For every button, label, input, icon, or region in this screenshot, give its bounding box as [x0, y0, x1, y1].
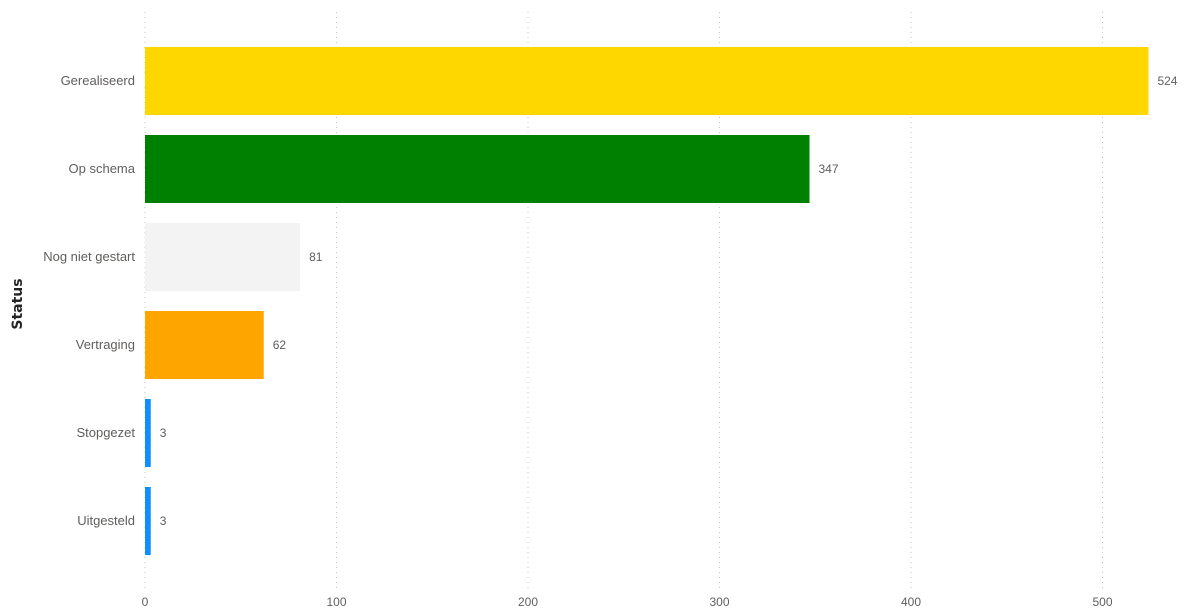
- bar: [145, 223, 301, 291]
- x-tick-label: 300: [709, 595, 729, 609]
- x-tick-label: 200: [518, 595, 538, 609]
- bar: [145, 399, 151, 467]
- category-label: Op schema: [69, 161, 136, 176]
- x-tick-label: 100: [326, 595, 346, 609]
- data-labels: 524 347 81 62 3 3: [160, 74, 1178, 528]
- x-axis-ticks: 0 100 200 300 400 500: [142, 595, 1113, 609]
- data-label: 3: [160, 514, 167, 528]
- category-label: Uitgesteld: [77, 513, 135, 528]
- bar: [145, 311, 264, 379]
- category-labels: Gerealiseerd Op schema Nog niet gestart Ver…: [43, 73, 136, 528]
- category-label: Vertraging: [76, 337, 135, 352]
- x-tick-label: 400: [901, 595, 921, 609]
- bar: [145, 487, 151, 555]
- category-label: Nog niet gestart: [43, 249, 135, 264]
- data-label: 524: [1157, 74, 1177, 88]
- y-axis-title: Status: [10, 278, 26, 329]
- bar: [145, 47, 1149, 115]
- x-tick-label: 0: [142, 595, 149, 609]
- category-label: Stopgezet: [76, 425, 135, 440]
- bar: [145, 135, 810, 203]
- category-label: Gerealiseerd: [61, 73, 135, 88]
- bars: [145, 47, 1149, 555]
- x-tick-label: 500: [1092, 595, 1112, 609]
- data-label: 347: [819, 162, 839, 176]
- data-label: 62: [273, 338, 287, 352]
- data-label: 81: [309, 250, 323, 264]
- data-label: 3: [160, 426, 167, 440]
